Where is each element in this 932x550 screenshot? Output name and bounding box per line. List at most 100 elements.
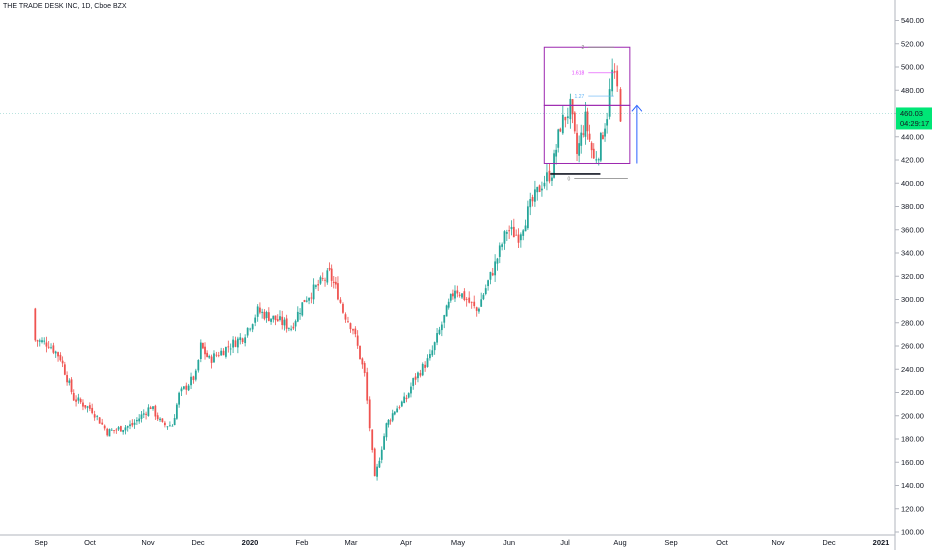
candle-up xyxy=(272,315,275,320)
candle-down xyxy=(276,319,279,322)
y-tick-label: 440.00 xyxy=(901,132,924,141)
y-tick-label: 200.00 xyxy=(901,411,924,420)
candle-down xyxy=(334,281,337,285)
candle-up xyxy=(438,329,441,335)
fib-level-label: 1.618 xyxy=(572,71,585,77)
candle-up xyxy=(501,244,504,247)
candle-up xyxy=(546,172,548,182)
candle-up xyxy=(510,226,513,230)
candle-up xyxy=(159,418,161,421)
target-arrow-head[interactable] xyxy=(631,104,643,112)
candle-up xyxy=(305,300,308,302)
candle-down xyxy=(93,414,96,418)
candle-up xyxy=(433,342,436,351)
candle-down xyxy=(508,230,511,232)
candle-up xyxy=(138,418,141,422)
candle-up xyxy=(595,159,598,161)
candle-up xyxy=(412,378,415,386)
candle-down xyxy=(263,311,266,319)
candle-down xyxy=(82,402,84,407)
candle-up xyxy=(478,308,480,312)
candle-down xyxy=(234,340,237,347)
candle-down xyxy=(398,407,401,408)
candle-up xyxy=(487,280,489,287)
candle-up xyxy=(541,188,543,191)
bar-countdown: 04:29:17 xyxy=(900,119,929,128)
candle-up xyxy=(299,313,301,315)
candle-down xyxy=(70,379,73,393)
y-tick-label: 180.00 xyxy=(901,435,924,444)
candle-down xyxy=(317,284,320,286)
candle-up xyxy=(608,89,611,117)
candle-up xyxy=(553,153,555,178)
candle-up xyxy=(50,347,52,349)
x-tick-label: Dec xyxy=(822,538,836,547)
candle-up xyxy=(108,429,111,437)
y-tick-label: 120.00 xyxy=(901,504,924,513)
candle-up xyxy=(426,358,429,367)
candle-down xyxy=(217,355,220,357)
candle-up xyxy=(117,427,120,430)
y-tick-label: 520.00 xyxy=(901,39,924,48)
candle-up xyxy=(68,380,71,383)
candle-up xyxy=(54,351,57,354)
candle-up xyxy=(580,132,583,146)
candle-up xyxy=(387,419,390,425)
candle-down xyxy=(538,185,541,193)
candle-down xyxy=(75,399,77,402)
candle-up xyxy=(283,319,286,326)
x-tick-label: Nov xyxy=(771,538,785,547)
candle-up xyxy=(194,370,197,380)
candle-up xyxy=(171,425,174,427)
candle-down xyxy=(588,133,591,140)
candle-up xyxy=(557,129,560,148)
candle-down xyxy=(131,423,134,426)
candle-down xyxy=(63,364,66,375)
candle-down xyxy=(347,321,349,323)
candle-up xyxy=(147,407,150,416)
candle-down xyxy=(356,335,359,346)
candle-down xyxy=(106,428,109,436)
candle-up xyxy=(421,364,424,376)
candle-down xyxy=(344,314,347,320)
candle-down xyxy=(559,128,562,132)
candle-up xyxy=(301,302,304,316)
x-tick-label: Nov xyxy=(141,538,155,547)
candle-up xyxy=(496,258,499,264)
candle-down xyxy=(47,346,50,348)
y-tick-label: 540.00 xyxy=(901,16,924,25)
candle-up xyxy=(536,186,539,193)
candle-down xyxy=(34,308,37,341)
candle-down xyxy=(515,234,518,236)
candle-up xyxy=(287,327,290,329)
candle-up xyxy=(396,408,399,413)
candle-up xyxy=(566,116,569,119)
x-tick-label: Sep xyxy=(664,538,677,547)
candle-down xyxy=(115,429,118,431)
candle-up xyxy=(400,401,403,407)
candle-up xyxy=(225,347,227,357)
y-tick-label: 300.00 xyxy=(901,295,924,304)
candle-down xyxy=(475,307,478,311)
candle-down xyxy=(361,358,364,365)
candle-down xyxy=(419,373,422,376)
candle-down xyxy=(602,135,604,140)
x-tick-label: Oct xyxy=(716,538,729,547)
candle-up xyxy=(175,404,178,419)
candle-down xyxy=(405,397,408,400)
candle-down xyxy=(185,385,188,390)
candle-down xyxy=(330,268,333,281)
candle-down xyxy=(613,71,616,73)
candle-down xyxy=(222,350,225,356)
candle-up xyxy=(312,284,315,300)
candle-down xyxy=(491,273,494,276)
candle-up xyxy=(178,392,181,405)
last-price-value: 460.03 xyxy=(900,109,923,118)
candle-down xyxy=(66,375,68,383)
candle-up xyxy=(254,317,257,323)
lower-range-box[interactable] xyxy=(543,104,631,164)
candle-up xyxy=(319,277,322,284)
fib-level-label: 1.27 xyxy=(575,94,585,100)
candle-down xyxy=(468,297,471,303)
